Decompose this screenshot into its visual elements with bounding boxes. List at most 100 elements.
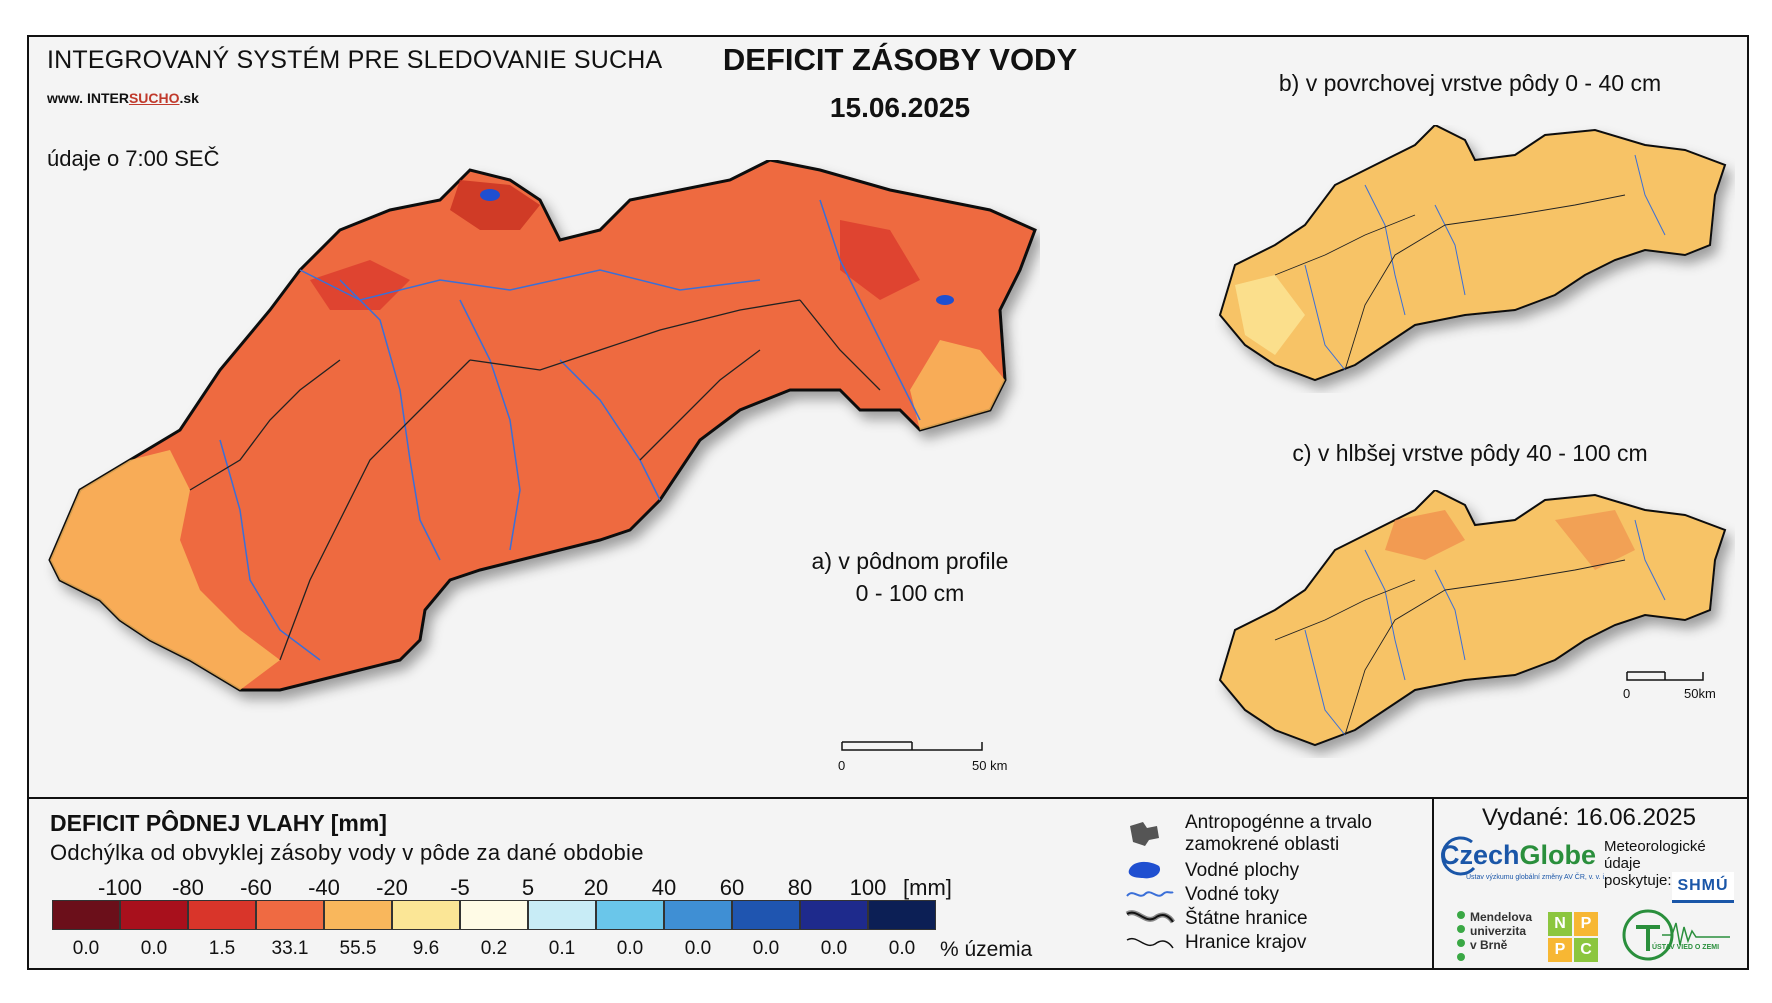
map-c-label: c) v hlbšej vrstve pôdy 40 - 100 cm xyxy=(1292,440,1648,466)
legend-percentage: 0.0 xyxy=(820,938,848,959)
central-dark-patch xyxy=(310,260,410,310)
legend-tick: 100 xyxy=(849,875,887,900)
legend-percentage: 0.0 xyxy=(888,938,916,959)
web-suffix: .sk xyxy=(179,90,199,106)
nppc-c: C xyxy=(1574,938,1598,962)
scale-main-end: 50 km xyxy=(972,758,1008,773)
czechglobe-a: Czech xyxy=(1440,840,1520,870)
legend-tick: -100 xyxy=(97,875,143,900)
slovakia-outline-b xyxy=(1218,125,1727,382)
nppc-n: N xyxy=(1548,912,1572,936)
legend-percentage: 0.0 xyxy=(684,938,712,959)
legend-swatch xyxy=(188,900,256,930)
czechglobe-subtitle: Ústav výzkumu globální změny AV ČR, v. v… xyxy=(1466,874,1607,881)
mendel-line3: v Brně xyxy=(1470,938,1508,952)
legend-percentage: 0.1 xyxy=(548,938,576,959)
web-inter: INTER xyxy=(86,90,129,106)
legend-swatch xyxy=(528,900,596,930)
map-a-label: a) v pôdnom profile 0 - 100 cm xyxy=(760,545,1060,609)
legend-panel xyxy=(27,797,1749,970)
legend-subtitle: Odchýlka od obvyklej zásoby vody v pôde … xyxy=(50,840,644,865)
legend-tick: 5 xyxy=(521,875,535,900)
state-border-icon xyxy=(1125,910,1175,924)
symbol-anthropogenic-2: zamokrené oblasti xyxy=(1185,834,1340,855)
legend-tick: -60 xyxy=(240,875,272,900)
map-a-label-line2: 0 - 100 cm xyxy=(855,580,965,606)
legend-percentage: 0.2 xyxy=(480,938,508,959)
uvz-logo xyxy=(1622,909,1730,961)
nppc-p1: P xyxy=(1574,912,1598,936)
time-note: údaje o 7:00 SEČ xyxy=(47,146,220,171)
legend-pct-unit: % územia xyxy=(940,938,1033,961)
legend-tick: -80 xyxy=(172,875,204,900)
meteo-provider-note: Meteorologické údaje poskytuje: xyxy=(1604,838,1706,889)
shmu-logo-text: SHMÚ xyxy=(1677,877,1729,894)
website-link[interactable]: www. INTERSUCHO.sk xyxy=(47,90,199,106)
scale-small-end: 50km xyxy=(1684,686,1716,701)
legend-swatch xyxy=(596,900,664,930)
legend-tick: 60 xyxy=(719,875,745,900)
slovakia-outline-c xyxy=(1218,490,1727,747)
east-dark-patch xyxy=(840,220,920,300)
legend-percentage: 33.1 xyxy=(271,938,309,959)
eastern-lowland-fill xyxy=(910,340,1005,430)
legend-tick: 40 xyxy=(651,875,677,900)
legend-percentage: 0.0 xyxy=(616,938,644,959)
region-borders-c xyxy=(1274,559,1626,736)
issued-date: Vydané: 16.06.2025 xyxy=(1482,804,1696,831)
legend-swatch xyxy=(120,900,188,930)
rivers-b xyxy=(1304,154,1666,371)
map-b-label: b) v povrchovej vrstve pôdy 0 - 40 cm xyxy=(1278,70,1662,96)
map-c-40-100cm xyxy=(1218,490,1727,747)
issued-panel xyxy=(1432,797,1749,970)
czechglobe-logo-icon xyxy=(1441,836,1476,876)
web-prefix: www. xyxy=(47,90,84,106)
system-title: INTEGROVANÝ SYSTÉM PRE SLEDOVANIE SUCHA xyxy=(47,46,663,74)
scale-main-zero: 0 xyxy=(838,758,846,773)
legend-tick: 20 xyxy=(583,875,609,900)
scale-bar-small xyxy=(1626,671,1704,681)
legend-tick: -5 xyxy=(450,875,470,900)
region-border-icon xyxy=(1126,937,1174,949)
uvz-logo-text: ÚSTAV VIED O ZEMI xyxy=(1652,944,1720,951)
legend-tick: -40 xyxy=(308,875,340,900)
c-east-patch xyxy=(1555,510,1635,570)
legend-swatch xyxy=(732,900,800,930)
main-date: 15.06.2025 xyxy=(829,92,971,123)
region-borders-main xyxy=(189,299,881,661)
legend-title: DEFICIT PÔDNEJ VLAHY [mm] xyxy=(50,810,387,836)
legend-swatch xyxy=(664,900,732,930)
water-body-icon xyxy=(1128,861,1161,879)
western-lowland-fill xyxy=(50,450,280,690)
symbol-rivers: Vodné toky xyxy=(1185,884,1280,905)
rivers-main xyxy=(219,199,921,661)
symbol-region-border: Hranice krajov xyxy=(1185,932,1307,953)
map-b-0-40cm xyxy=(1218,125,1727,382)
mendel-line1: Mendelova xyxy=(1470,910,1533,924)
meteo-line1: Meteorologické xyxy=(1604,838,1706,855)
symbol-state-border: Štátne hranice xyxy=(1185,908,1308,929)
scale-small-zero: 0 xyxy=(1623,686,1631,701)
mendel-line2: univerzita xyxy=(1470,924,1527,938)
legend-percentage: 1.5 xyxy=(208,938,236,959)
czechglobe-logo: CzechGlobe xyxy=(1440,840,1596,871)
region-borders-b xyxy=(1274,194,1626,371)
legend-swatch xyxy=(52,900,120,930)
legend-percentage: 0.0 xyxy=(752,938,780,959)
legend-tick: -20 xyxy=(376,875,408,900)
legend-percentage: 0.0 xyxy=(72,938,100,959)
legend-percentage: 55.5 xyxy=(339,938,377,959)
meteo-line3: poskytuje: xyxy=(1604,872,1672,889)
mendel-logo-icon xyxy=(1457,911,1465,961)
river-icon xyxy=(1126,891,1174,897)
scale-bar-main xyxy=(841,741,983,751)
legend-tick: 80 xyxy=(787,875,813,900)
north-dark-patch xyxy=(450,180,540,230)
legend-percentage: 0.0 xyxy=(140,938,168,959)
nppc-logo: N P P C xyxy=(1548,912,1600,964)
legend-swatch xyxy=(460,900,528,930)
legend-percentage: 9.6 xyxy=(412,938,440,959)
web-sucho: SUCHO xyxy=(128,90,180,106)
legend-swatch xyxy=(868,900,936,930)
rivers-c xyxy=(1304,519,1666,736)
